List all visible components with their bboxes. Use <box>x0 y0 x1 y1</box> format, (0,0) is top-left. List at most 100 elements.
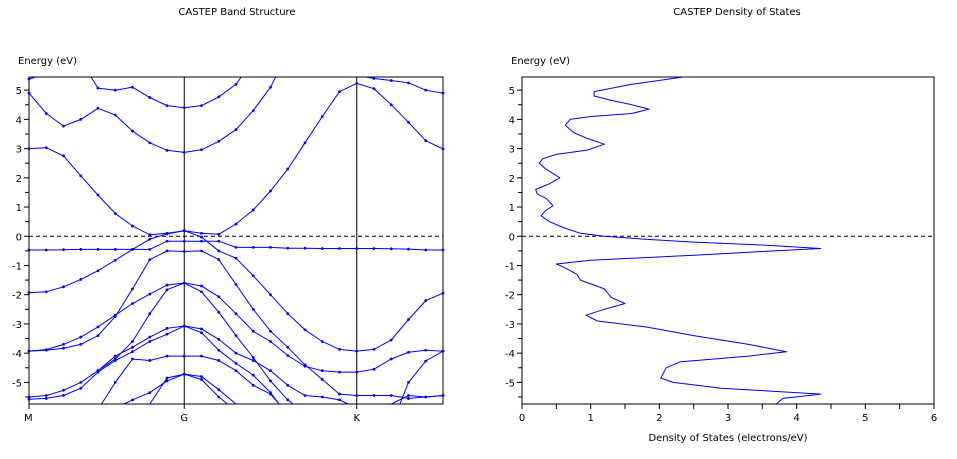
band-point <box>182 354 186 358</box>
band-point <box>269 392 272 396</box>
band-point <box>424 395 428 399</box>
band-point <box>286 383 290 387</box>
band-point <box>355 82 359 85</box>
band-point <box>424 348 428 352</box>
dos-y-tick-label: 0 <box>509 232 515 243</box>
band-point <box>79 386 83 390</box>
band-point <box>217 395 221 399</box>
band-point <box>441 394 445 397</box>
dos-y-tick-label: 4 <box>509 115 515 126</box>
band-point <box>320 247 324 250</box>
band-point <box>320 340 324 343</box>
band-x-tick-label: K <box>353 413 360 424</box>
band-point <box>200 354 203 358</box>
band-point <box>217 232 221 236</box>
dos-y-tick-label: 5 <box>509 86 515 97</box>
band-point <box>79 174 83 178</box>
band-point <box>389 338 393 342</box>
band-point <box>217 359 221 362</box>
band-point <box>372 77 376 80</box>
dos-y-tick-label: -4 <box>505 349 515 360</box>
band-point <box>131 129 134 133</box>
band-point <box>27 397 31 401</box>
band-y-tick-label: 4 <box>16 115 22 126</box>
band-point <box>113 113 117 117</box>
band-point <box>113 315 117 319</box>
band-point <box>200 249 203 253</box>
band-point <box>286 398 290 402</box>
band-point <box>234 128 238 132</box>
band-point <box>44 348 48 352</box>
band-point <box>407 120 410 124</box>
band-line <box>29 282 443 373</box>
band-point <box>182 150 186 154</box>
band-point <box>131 357 134 361</box>
band-point <box>217 258 221 262</box>
dos-plot-frame <box>521 76 935 405</box>
band-point <box>424 299 428 302</box>
band-point <box>355 370 359 374</box>
band-point <box>234 334 238 338</box>
band-point <box>320 115 324 118</box>
band-point <box>217 249 221 253</box>
band-point <box>320 378 324 381</box>
band-point <box>407 397 410 400</box>
band-point <box>407 394 410 397</box>
band-point <box>269 369 272 373</box>
band-line <box>391 394 443 404</box>
band-point <box>200 239 203 243</box>
band-point <box>269 379 272 383</box>
band-point <box>407 350 410 354</box>
band-point <box>148 340 152 343</box>
band-point <box>286 167 290 171</box>
band-point <box>303 246 307 250</box>
band-y-tick-label: 0 <box>16 232 22 243</box>
band-point <box>165 283 169 287</box>
band-line <box>29 82 443 236</box>
dos-y-tick-label: -1 <box>505 261 515 272</box>
band-point <box>113 88 117 92</box>
band-x-tick-label: M <box>24 413 33 424</box>
band-line <box>29 325 280 404</box>
band-line <box>101 355 280 404</box>
band-point <box>131 248 134 251</box>
band-point <box>148 312 152 316</box>
band-point <box>234 222 238 226</box>
band-point <box>131 302 134 305</box>
band-point <box>27 77 31 81</box>
band-point <box>44 112 48 115</box>
band-point <box>217 388 221 392</box>
band-point <box>165 249 169 253</box>
band-point <box>389 357 393 361</box>
band-structure-chart: CASTEP Band Structure Energy (eV) -5 -4 -3… <box>12 7 445 424</box>
band-point <box>424 88 428 92</box>
band-line <box>29 325 349 404</box>
band-point <box>217 310 221 314</box>
band-point <box>217 239 221 243</box>
band-point <box>44 394 48 397</box>
band-y-tick-label: -4 <box>12 349 22 360</box>
band-point <box>355 247 359 250</box>
band-point <box>251 307 255 311</box>
band-x-tick-label: G <box>180 413 188 424</box>
dos-y-tick-label: 2 <box>509 174 515 185</box>
band-point <box>372 87 376 91</box>
band-point <box>182 229 186 233</box>
band-point <box>96 106 100 110</box>
band-point <box>182 250 186 253</box>
band-point <box>96 248 100 251</box>
dos-y-tick-label: -5 <box>505 378 515 389</box>
band-point <box>182 281 186 285</box>
band-point <box>217 139 221 143</box>
band-point <box>96 193 100 197</box>
band-line <box>399 350 443 404</box>
band-point <box>372 247 376 250</box>
band-point <box>165 232 169 236</box>
band-point <box>182 239 186 243</box>
band-line <box>123 373 237 404</box>
band-point <box>251 383 255 387</box>
band-point <box>251 274 255 278</box>
band-point <box>200 327 203 331</box>
dos-x-tick-label: 3 <box>725 413 731 424</box>
